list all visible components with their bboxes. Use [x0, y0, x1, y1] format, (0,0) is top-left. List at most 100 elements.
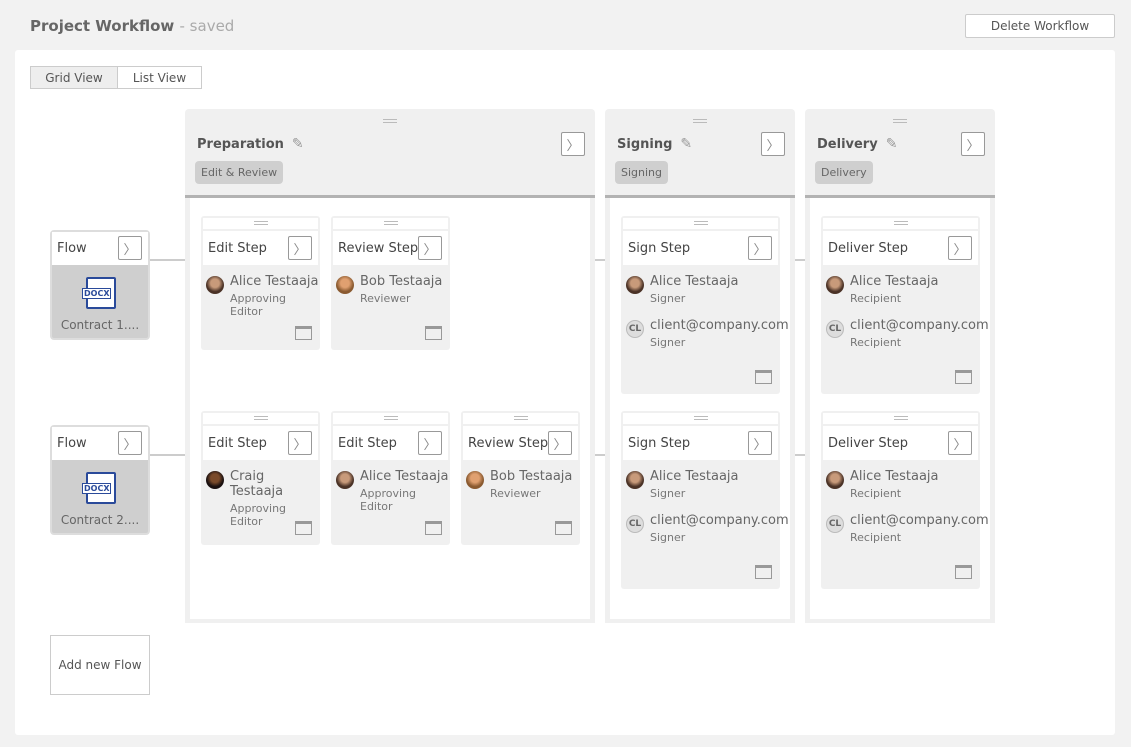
drag-handle-icon[interactable] — [693, 221, 708, 225]
step-card[interactable]: Deliver Step 〉 Alice Testaaja Recipient CL cl… — [821, 216, 989, 394]
chevron-right-icon[interactable]: 〉 — [418, 431, 442, 455]
flow-label: Flow — [57, 436, 87, 451]
calendar-icon[interactable] — [755, 370, 772, 384]
assignee: CL client@company.com Signer — [626, 318, 789, 349]
assignee-role: Reviewer — [490, 487, 541, 500]
chevron-right-icon[interactable]: 〉 — [761, 132, 785, 156]
chevron-right-icon[interactable]: 〉 — [548, 431, 572, 455]
drag-handle-icon[interactable] — [693, 416, 708, 420]
step-card[interactable]: Sign Step 〉 Alice Testaaja Signer CL client@c… — [621, 216, 789, 394]
chevron-right-icon[interactable]: 〉 — [418, 236, 442, 260]
calendar-icon[interactable] — [555, 521, 572, 535]
step-name: Review Step — [468, 436, 549, 451]
assignee-role: Recipient — [850, 336, 902, 349]
assignee-name: Alice Testaaja — [850, 274, 939, 289]
assignee-name: client@company.com — [650, 513, 789, 528]
avatar — [826, 471, 844, 489]
chevron-right-icon[interactable]: 〉 — [748, 236, 772, 260]
step-card[interactable]: Sign Step 〉 Alice Testaaja Signer CL client@c… — [621, 411, 789, 589]
step-card[interactable]: Edit Step 〉 Craig Testaaja Approving Editor — [201, 411, 320, 545]
drag-handle-icon[interactable] — [893, 119, 907, 123]
drag-handle-icon[interactable] — [513, 416, 528, 420]
tab-list-view[interactable]: List View — [117, 66, 202, 89]
phase-header: Delivery ✎ Delivery 〉 — [805, 109, 995, 195]
flow-header: Flow 〉 — [52, 232, 148, 265]
delete-workflow-button[interactable]: Delete Workflow — [965, 14, 1115, 38]
chevron-right-icon[interactable]: 〉 — [748, 431, 772, 455]
chevron-right-icon[interactable]: 〉 — [948, 431, 972, 455]
drag-handle-icon[interactable] — [253, 221, 268, 225]
step-name: Edit Step — [338, 436, 397, 451]
assignee-role: Signer — [650, 292, 686, 305]
avatar: CL — [626, 320, 644, 338]
drag-handle-icon[interactable] — [893, 416, 908, 420]
flow-card[interactable]: Flow 〉 DOCX Contract 1.... — [50, 230, 150, 340]
step-name: Sign Step — [628, 241, 691, 256]
step-card[interactable]: Edit Step 〉 Alice Testaaja Approving Editor — [201, 216, 320, 350]
step-card[interactable]: Edit Step 〉 Alice Testaaja Approving Editor — [331, 411, 450, 545]
pencil-icon[interactable]: ✎ — [680, 136, 693, 152]
assignee-info: client@company.com Recipient — [850, 318, 989, 349]
assignee-role: Approving Editor — [230, 502, 287, 528]
docx-file-icon: DOCX — [82, 277, 116, 309]
drag-handle-icon[interactable] — [383, 119, 397, 123]
assignee: CL client@company.com Signer — [626, 513, 789, 544]
step-card[interactable]: Review Step 〉 Bob Testaaja Reviewer — [461, 411, 580, 545]
drag-handle-icon[interactable] — [253, 416, 268, 420]
assignee: Bob Testaaja Reviewer — [466, 469, 572, 500]
chevron-right-icon[interactable]: 〉 — [118, 236, 142, 260]
calendar-icon[interactable] — [295, 326, 312, 340]
calendar-icon[interactable] — [425, 521, 442, 535]
step-card[interactable]: Review Step 〉 Bob Testaaja Reviewer — [331, 216, 450, 350]
docx-file-icon: DOCX — [82, 472, 116, 504]
phase-badge: Delivery — [815, 161, 873, 184]
chevron-right-icon[interactable]: 〉 — [948, 236, 972, 260]
chevron-right-icon[interactable]: 〉 — [288, 431, 312, 455]
drag-handle-icon[interactable] — [893, 221, 908, 225]
assignee-role: Approving Editor — [230, 292, 287, 318]
phase-name: Preparation ✎ — [197, 136, 304, 152]
step-card[interactable]: Deliver Step 〉 Alice Testaaja Recipient CL cl… — [821, 411, 989, 589]
drag-handle-icon[interactable] — [383, 221, 398, 225]
step-drag-bar — [333, 218, 448, 229]
chevron-right-icon[interactable]: 〉 — [561, 132, 585, 156]
assignee-info: Craig Testaaja Approving Editor — [230, 469, 320, 528]
chevron-right-icon[interactable]: 〉 — [961, 132, 985, 156]
avatar: CL — [826, 515, 844, 533]
add-new-flow-button[interactable]: Add new Flow — [50, 635, 150, 695]
avatar — [626, 276, 644, 294]
assignee-name: Alice Testaaja — [360, 469, 449, 484]
drag-handle-icon[interactable] — [693, 119, 707, 123]
avatar — [336, 276, 354, 294]
assignee-role: Recipient — [850, 292, 902, 305]
pencil-icon[interactable]: ✎ — [885, 136, 898, 152]
calendar-icon[interactable] — [295, 521, 312, 535]
phase-divider — [185, 195, 595, 198]
calendar-icon[interactable] — [955, 565, 972, 579]
assignee-info: Alice Testaaja Signer — [650, 274, 739, 305]
calendar-icon[interactable] — [755, 565, 772, 579]
pencil-icon[interactable]: ✎ — [291, 136, 304, 152]
tab-grid-view[interactable]: Grid View — [30, 66, 118, 89]
assignee-info: Alice Testaaja Approving Editor — [360, 469, 450, 513]
phase-name: Delivery ✎ — [817, 136, 898, 152]
chevron-right-icon[interactable]: 〉 — [288, 236, 312, 260]
assignee-role: Signer — [650, 487, 686, 500]
assignee-name: client@company.com — [850, 513, 989, 528]
assignee-name: Alice Testaaja — [230, 274, 319, 289]
calendar-icon[interactable] — [955, 370, 972, 384]
flow-card[interactable]: Flow 〉 DOCX Contract 2.... — [50, 425, 150, 535]
phase-name: Signing ✎ — [617, 136, 693, 152]
assignee-role: Reviewer — [360, 292, 411, 305]
assignee: Alice Testaaja Recipient — [826, 469, 939, 500]
drag-handle-icon[interactable] — [383, 416, 398, 420]
save-status: - saved — [179, 17, 235, 35]
assignee-name: Alice Testaaja — [650, 274, 739, 289]
phase-header: Signing ✎ Signing 〉 — [605, 109, 795, 195]
avatar — [206, 276, 224, 294]
phase-divider — [605, 195, 795, 198]
chevron-right-icon[interactable]: 〉 — [118, 431, 142, 455]
avatar — [626, 471, 644, 489]
assignee: Bob Testaaja Reviewer — [336, 274, 442, 305]
calendar-icon[interactable] — [425, 326, 442, 340]
